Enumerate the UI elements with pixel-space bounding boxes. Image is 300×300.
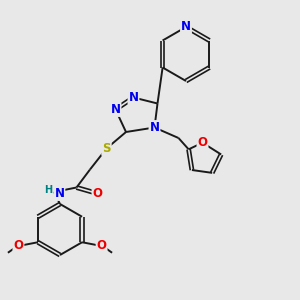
Text: S: S [102,142,111,155]
Text: O: O [197,136,208,149]
Text: N: N [181,20,191,34]
Text: H: H [44,185,53,195]
Text: O: O [14,239,23,252]
Text: N: N [128,91,139,104]
Text: O: O [92,187,103,200]
Text: O: O [97,239,106,252]
Text: N: N [54,187,64,200]
Text: N: N [110,103,121,116]
Text: N: N [149,121,160,134]
